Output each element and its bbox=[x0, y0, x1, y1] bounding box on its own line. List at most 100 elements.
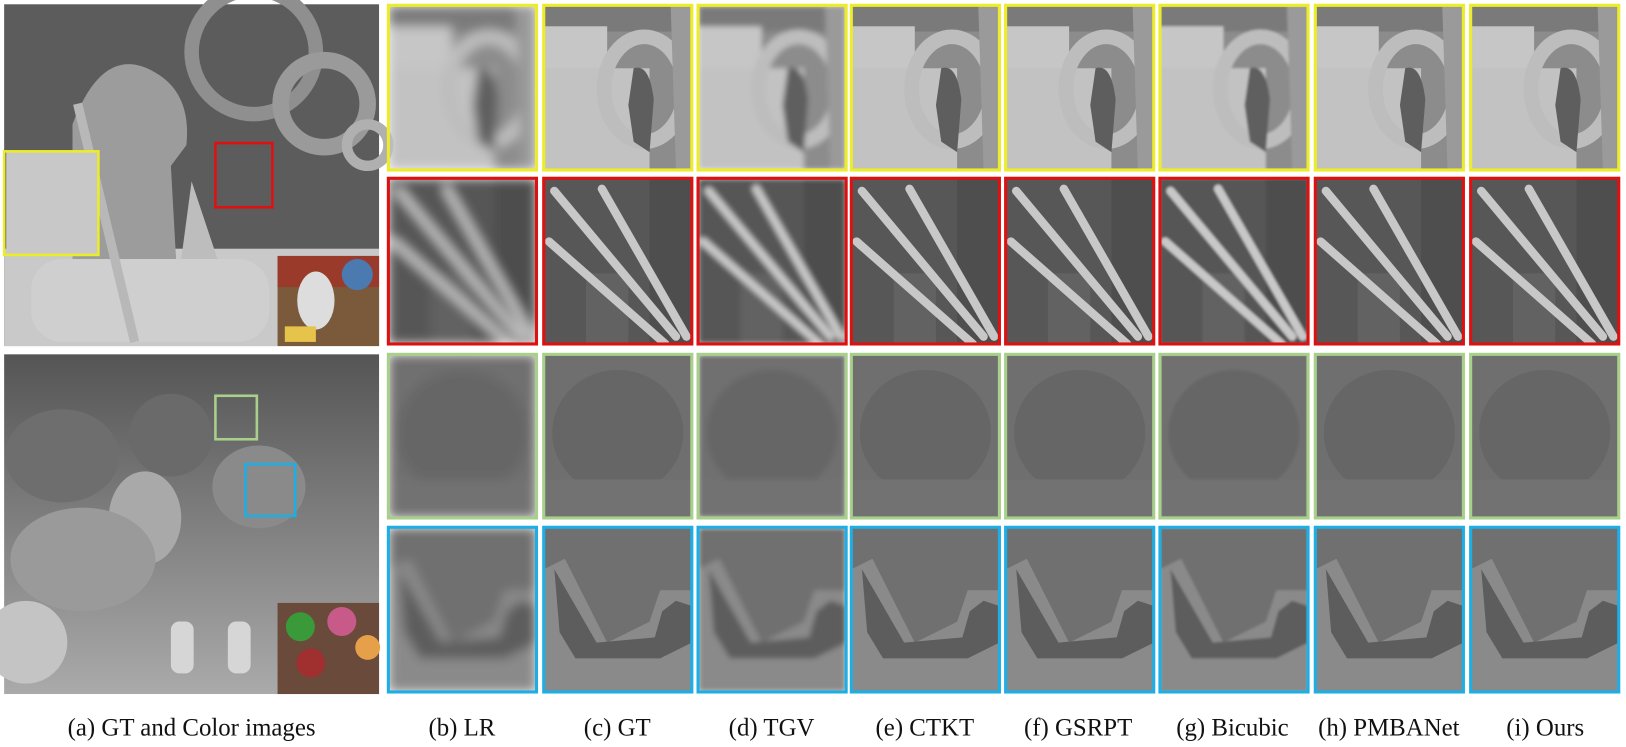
crop-image bbox=[851, 178, 999, 344]
caption: (e) CTKT bbox=[876, 714, 975, 741]
crop-view bbox=[1315, 354, 1464, 518]
crop-view bbox=[1006, 5, 1154, 170]
crop-view bbox=[851, 354, 1000, 518]
crop bbox=[849, 176, 1001, 346]
crop-view bbox=[1159, 527, 1309, 692]
crop bbox=[696, 3, 848, 172]
crop bbox=[1469, 352, 1621, 520]
crop bbox=[386, 525, 539, 694]
crop-view bbox=[1160, 178, 1308, 344]
crop-view bbox=[543, 527, 692, 692]
crop-view bbox=[698, 5, 846, 170]
crop-frame bbox=[542, 3, 694, 172]
crop-view bbox=[698, 178, 846, 344]
crop-frame bbox=[849, 176, 1001, 346]
crop-image bbox=[1006, 5, 1154, 170]
crop-image bbox=[1159, 354, 1309, 518]
crop-frame bbox=[696, 525, 848, 694]
crop-frame bbox=[1158, 525, 1310, 694]
crop bbox=[696, 525, 848, 694]
crop-view bbox=[851, 527, 1000, 692]
crop-frame bbox=[1004, 3, 1156, 172]
crop-frame bbox=[386, 176, 539, 346]
crop bbox=[1313, 352, 1465, 520]
crop bbox=[696, 176, 848, 346]
crop-image bbox=[1471, 5, 1619, 170]
crop-frame bbox=[1313, 525, 1465, 694]
crop bbox=[1158, 525, 1310, 694]
crop-image bbox=[543, 354, 692, 518]
caption: (g) Bicubic bbox=[1176, 714, 1288, 741]
caption: (a) GT and Color images bbox=[68, 714, 316, 741]
scene-bottom bbox=[0, 354, 381, 695]
crop-frame bbox=[696, 352, 848, 520]
crop-image bbox=[544, 178, 692, 344]
crop-frame bbox=[1469, 176, 1621, 346]
crop bbox=[1004, 525, 1156, 694]
crop-view bbox=[698, 527, 847, 692]
crop-image bbox=[698, 527, 847, 692]
crop-frame bbox=[1158, 3, 1310, 172]
crop-image bbox=[1315, 5, 1463, 170]
crop bbox=[1469, 3, 1621, 172]
crop-image bbox=[1160, 178, 1308, 344]
crop-image bbox=[698, 354, 847, 518]
crop bbox=[1469, 176, 1621, 346]
crop-view bbox=[698, 354, 847, 518]
crop-view bbox=[543, 354, 692, 518]
caption: (h) PMBANet bbox=[1318, 714, 1460, 741]
crop bbox=[1313, 525, 1465, 694]
crop-image bbox=[1159, 527, 1309, 692]
crop-frame bbox=[1313, 3, 1465, 172]
crop-image bbox=[1315, 178, 1463, 344]
crop-image bbox=[1005, 354, 1154, 518]
crop bbox=[1004, 176, 1156, 346]
crop bbox=[849, 352, 1001, 520]
crop-image bbox=[388, 5, 536, 170]
crop-image bbox=[1471, 178, 1619, 344]
crop-frame bbox=[1004, 525, 1156, 694]
crop-image bbox=[388, 178, 536, 344]
crop-frame bbox=[386, 3, 539, 172]
crop-view bbox=[388, 527, 537, 692]
crop bbox=[542, 3, 694, 172]
crop-frame bbox=[542, 352, 694, 520]
crop-view bbox=[1005, 527, 1154, 692]
crop-frame bbox=[1313, 176, 1465, 346]
crop-image bbox=[543, 527, 692, 692]
caption: (b) LR bbox=[428, 714, 495, 741]
crop-view bbox=[388, 178, 536, 344]
crop-frame bbox=[542, 176, 694, 346]
crop-view bbox=[1471, 178, 1619, 344]
crop-frame bbox=[1004, 352, 1156, 520]
crop bbox=[1158, 352, 1310, 520]
crop bbox=[386, 176, 539, 346]
crop bbox=[849, 525, 1001, 694]
crop-image bbox=[1006, 178, 1154, 344]
crop-image bbox=[1470, 527, 1619, 692]
crop-frame bbox=[849, 3, 1001, 172]
crop-frame bbox=[1469, 525, 1621, 694]
crop-frame bbox=[1313, 352, 1465, 520]
crop-frame bbox=[696, 176, 848, 346]
crop bbox=[1313, 176, 1465, 346]
crop-image bbox=[544, 5, 692, 170]
crop bbox=[1004, 352, 1156, 520]
crop-image bbox=[1315, 354, 1464, 518]
crop-view bbox=[544, 5, 692, 170]
caption: (f) GSRPT bbox=[1024, 714, 1132, 741]
crop-frame bbox=[542, 525, 694, 694]
caption: (c) GT bbox=[584, 714, 651, 741]
crop-image bbox=[851, 354, 1000, 518]
caption: (i) Ours bbox=[1506, 714, 1584, 741]
crop-view bbox=[1470, 354, 1619, 518]
crop-image bbox=[1005, 527, 1154, 692]
crop bbox=[1158, 3, 1310, 172]
crop-frame bbox=[1158, 176, 1310, 346]
crop-view bbox=[851, 5, 999, 170]
crop-frame bbox=[1469, 352, 1621, 520]
crop-view bbox=[1315, 178, 1463, 344]
crop-view bbox=[851, 178, 999, 344]
crop-view bbox=[1470, 527, 1619, 692]
